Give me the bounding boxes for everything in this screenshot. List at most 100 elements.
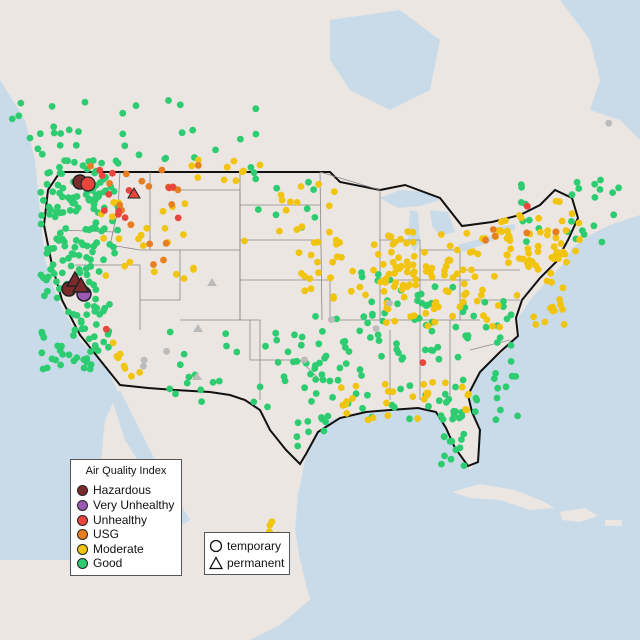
monitor-point: [398, 356, 406, 363]
monitor-point: [65, 194, 72, 202]
monitor-point: [194, 174, 202, 181]
monitor-point: [517, 214, 525, 222]
monitor-point: [525, 216, 533, 224]
monitor-point: [273, 336, 281, 344]
monitor-point: [297, 341, 305, 349]
monitor-point: [367, 334, 374, 341]
monitor-point: [252, 105, 260, 113]
monitor-point: [414, 415, 421, 422]
monitor-point: [56, 163, 63, 171]
monitor-point: [493, 339, 501, 346]
monitor-point: [364, 416, 372, 424]
monitor-point: [43, 180, 51, 188]
monitor-point: [535, 214, 542, 222]
monitor-point: [68, 250, 76, 258]
monitor-point: [121, 262, 128, 270]
monitor-point: [85, 335, 93, 343]
monitor-point: [523, 202, 531, 210]
monitor-point: [81, 325, 89, 332]
monitor-point: [127, 372, 135, 380]
monitor-point: [449, 415, 456, 423]
monitor-point: [392, 263, 400, 271]
monitor-point: [410, 268, 418, 276]
monitor-point: [121, 214, 129, 222]
monitor-point: [56, 285, 63, 293]
monitor-point: [407, 313, 415, 320]
monitor-point: [127, 221, 135, 229]
monitor-point: [295, 249, 303, 256]
monitor-point: [492, 416, 500, 424]
monitor-point: [332, 236, 340, 244]
monitor-point: [598, 238, 606, 246]
monitor-point: [132, 102, 140, 110]
monitor-point: [100, 234, 107, 242]
monitor-point: [384, 232, 392, 240]
monitor-point: [374, 251, 382, 258]
monitor-point: [40, 196, 47, 204]
monitor-point: [507, 358, 515, 365]
monitor-point: [378, 352, 385, 360]
monitor-point: [166, 385, 174, 393]
monitor-point: [556, 296, 563, 303]
monitor-point: [379, 260, 387, 268]
monitor-point: [429, 379, 436, 386]
monitor-point: [384, 412, 392, 419]
monitor-point: [305, 428, 312, 436]
monitor-point: [490, 375, 498, 382]
monitor-point: [140, 362, 147, 370]
monitor-point: [523, 229, 531, 237]
monitor-point: [380, 287, 388, 295]
very-unhealthy-swatch-icon: [77, 499, 88, 511]
monitor-point: [64, 157, 71, 165]
monitor-point: [330, 293, 337, 301]
monitor-point: [412, 281, 420, 289]
monitor-point: [111, 249, 118, 257]
monitor-point: [95, 268, 103, 275]
monitor-point: [252, 130, 260, 138]
monitor-point: [91, 169, 98, 177]
monitor-point: [442, 262, 450, 270]
monitor-point: [548, 278, 555, 286]
monitor-point: [441, 452, 448, 460]
monitor-point: [102, 325, 110, 333]
monitor-point: [329, 394, 336, 401]
monitor-point: [90, 281, 97, 289]
monitor-point: [452, 408, 459, 415]
monitor-point: [491, 232, 499, 240]
monitor-point: [359, 404, 366, 412]
monitor-point: [530, 313, 538, 321]
monitor-point: [547, 304, 554, 312]
monitor-point: [459, 376, 467, 384]
monitor-point: [293, 357, 301, 365]
monitor-point: [423, 391, 431, 399]
monitor-point: [112, 157, 120, 165]
monitor-point: [477, 291, 485, 299]
monitor-point: [98, 159, 105, 167]
monitor-point: [327, 316, 335, 323]
monitor-point: [92, 219, 100, 227]
monitor-point: [159, 207, 167, 215]
monitor-point: [330, 188, 338, 196]
monitor-point: [360, 313, 368, 321]
monitor-point: [15, 112, 23, 120]
monitor-point: [572, 247, 579, 255]
monitor-point: [318, 414, 325, 421]
monitor-point: [53, 294, 61, 302]
monitor-point: [409, 228, 417, 236]
monitor-point: [174, 214, 182, 222]
monitor-point: [596, 186, 604, 193]
monitor-point: [262, 342, 269, 350]
monitor-point: [537, 228, 544, 236]
monitor-point: [71, 200, 79, 207]
monitor-point: [59, 257, 67, 264]
monitor-point: [493, 394, 501, 402]
monitor-point: [422, 302, 430, 309]
monitor-point: [56, 189, 63, 197]
monitor-point: [356, 327, 364, 335]
monitor-point: [50, 129, 58, 137]
monitor-point: [58, 170, 66, 178]
monitor-point: [197, 386, 205, 394]
usg-swatch-icon: [77, 528, 88, 540]
aqi-legend: Air Quality Index Hazardous Very Unhealt…: [70, 459, 182, 576]
monitor-point: [26, 134, 34, 142]
